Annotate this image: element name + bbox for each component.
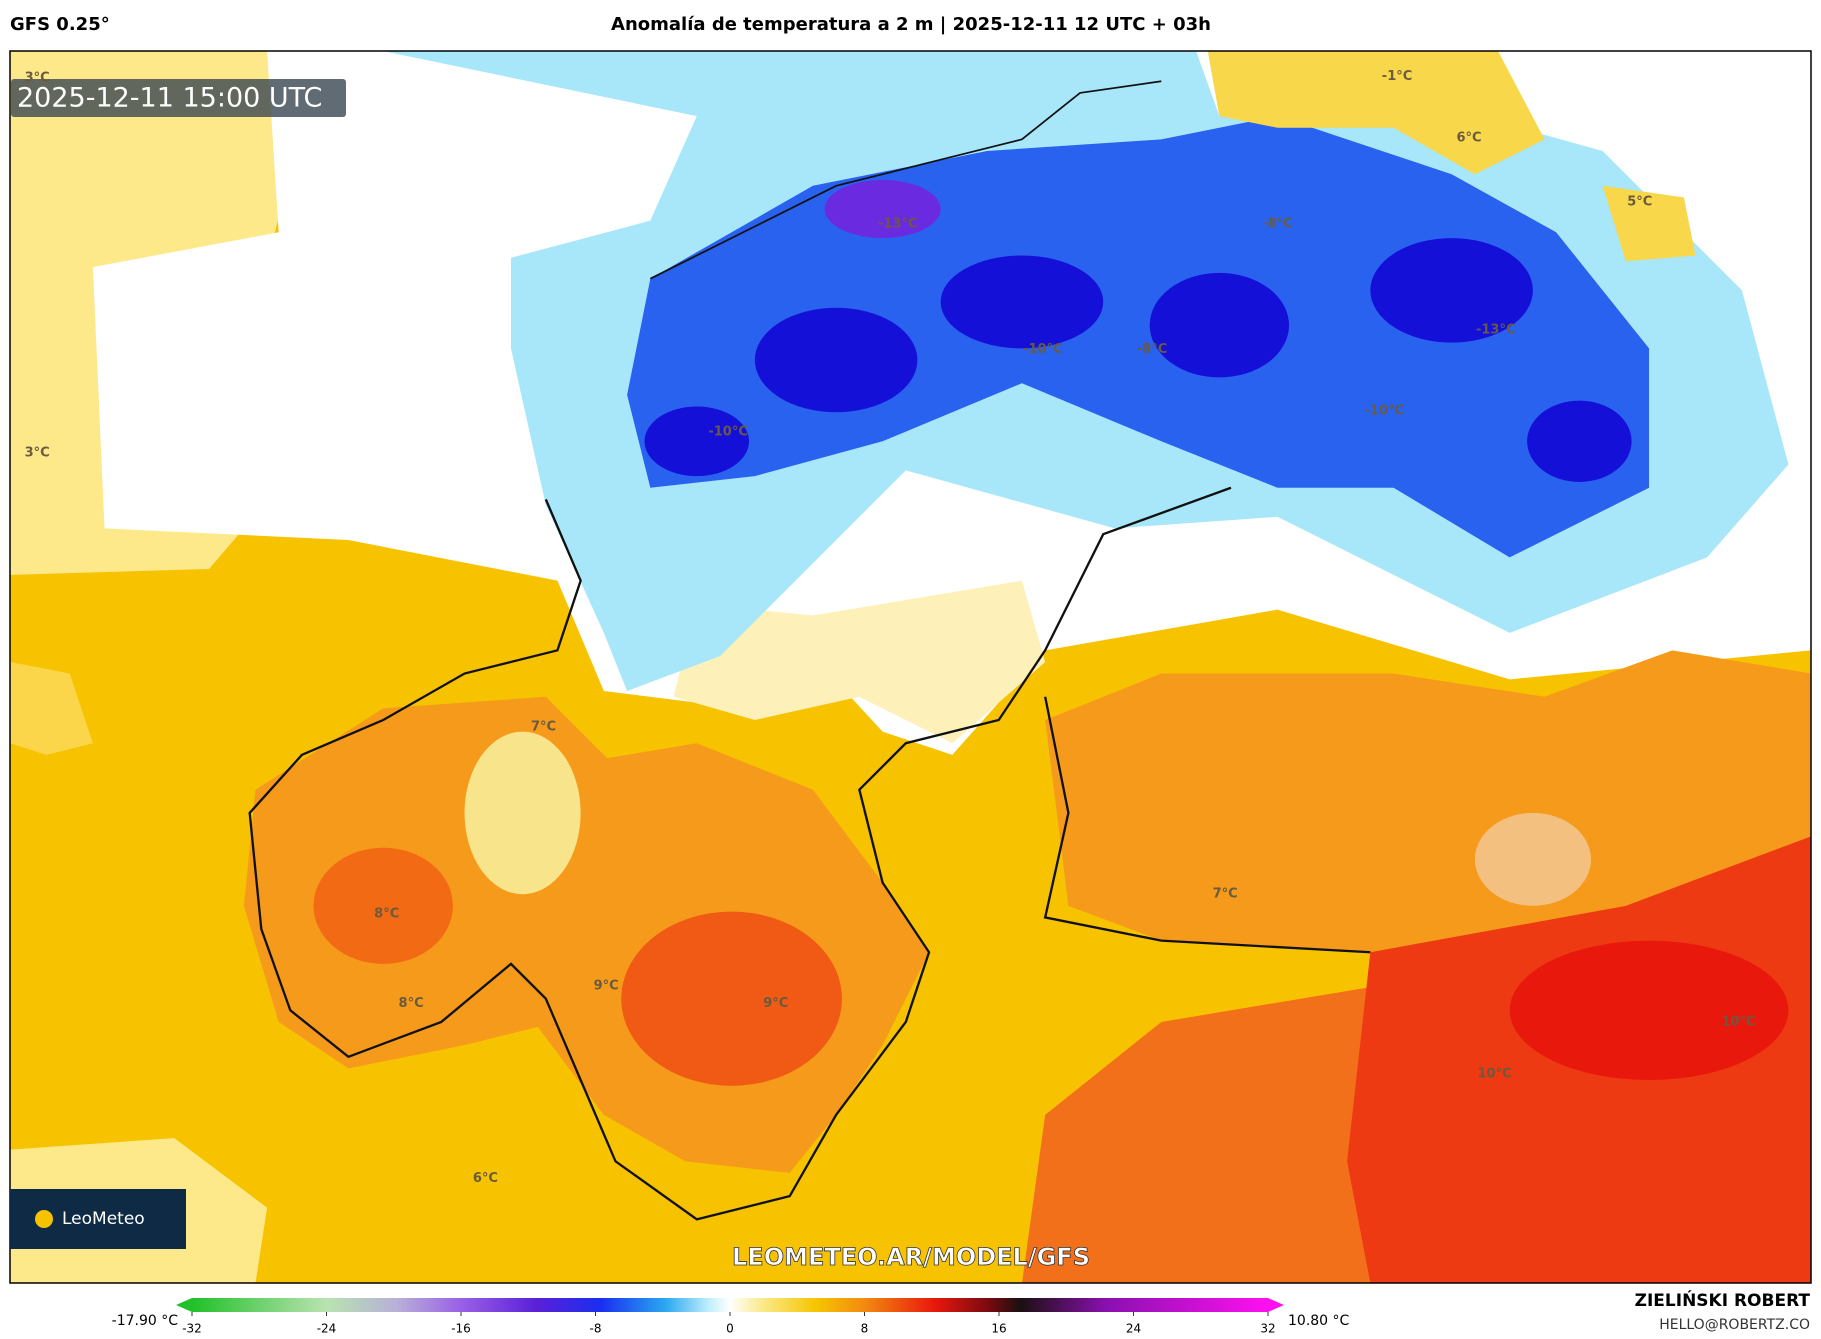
contour-label: -1°C bbox=[1382, 69, 1412, 84]
contour-label: 6°C bbox=[1456, 131, 1481, 146]
contour-label: 9°C bbox=[763, 996, 788, 1011]
colorbar-tick-label: 24 bbox=[1126, 1322, 1141, 1336]
contour-label: -8°C bbox=[1262, 217, 1292, 232]
colorbar-tick-label: 0 bbox=[726, 1322, 734, 1336]
contour-label: 7°C bbox=[531, 719, 556, 734]
contour-label: -10°C bbox=[1365, 404, 1405, 419]
colorbar-tick-label: 32 bbox=[1260, 1322, 1275, 1336]
contour-label: 7°C bbox=[1213, 887, 1238, 902]
colorbar bbox=[192, 1298, 1268, 1312]
model-label: GFS 0.25° bbox=[10, 14, 110, 35]
map-frame bbox=[9, 50, 1812, 1284]
contour-label: -13°C bbox=[1476, 322, 1516, 337]
contour-label: 5°C bbox=[1627, 195, 1652, 210]
colorbar-tick-label: -8 bbox=[590, 1322, 602, 1336]
time-box bbox=[11, 79, 346, 117]
watermark: LEOMETEO.AR/MODEL/GFS bbox=[732, 1243, 1090, 1271]
colorbar-max: 10.80 °C bbox=[1288, 1313, 1350, 1329]
colorbar-tick-label: 8 bbox=[861, 1322, 869, 1336]
logo-sun bbox=[35, 1210, 53, 1228]
contour-label: 10°C bbox=[1721, 1014, 1755, 1029]
colorbar-tick-label: 16 bbox=[991, 1322, 1006, 1336]
contour-label: 8°C bbox=[374, 906, 399, 921]
author: ZIELIŃSKI ROBERT bbox=[1635, 1289, 1811, 1311]
logo: LeoMeteo bbox=[62, 1209, 145, 1229]
colorbar-min: -17.90 °C bbox=[112, 1313, 179, 1329]
colorbar-high-arrow bbox=[1268, 1298, 1284, 1312]
colorbar-tick-label: -32 bbox=[182, 1322, 202, 1336]
contour-label: -10°C bbox=[1023, 342, 1063, 357]
contour-label: -8°C bbox=[1137, 342, 1167, 357]
colorbar-tick-label: -24 bbox=[317, 1322, 337, 1336]
title: Anomalía de temperatura a 2 m | 2025-12-… bbox=[611, 14, 1211, 35]
email: HELLO@ROBERTZ.CO bbox=[1659, 1317, 1810, 1333]
contour-label: 9°C bbox=[594, 978, 619, 993]
contour-label: -13°C bbox=[878, 217, 918, 232]
colorbar-low-arrow bbox=[176, 1298, 192, 1312]
contour-label: -10°C bbox=[708, 425, 748, 440]
contour-label: 8°C bbox=[399, 996, 424, 1011]
colorbar-tick-label: -16 bbox=[451, 1322, 471, 1336]
valid-time: 2025-12-11 15:00 UTC bbox=[17, 83, 322, 114]
contour-label: 6°C bbox=[473, 1171, 498, 1186]
contour-label: 3°C bbox=[25, 445, 50, 460]
contour-label: 10°C bbox=[1478, 1067, 1512, 1082]
contour-label: 3°C bbox=[25, 70, 50, 85]
